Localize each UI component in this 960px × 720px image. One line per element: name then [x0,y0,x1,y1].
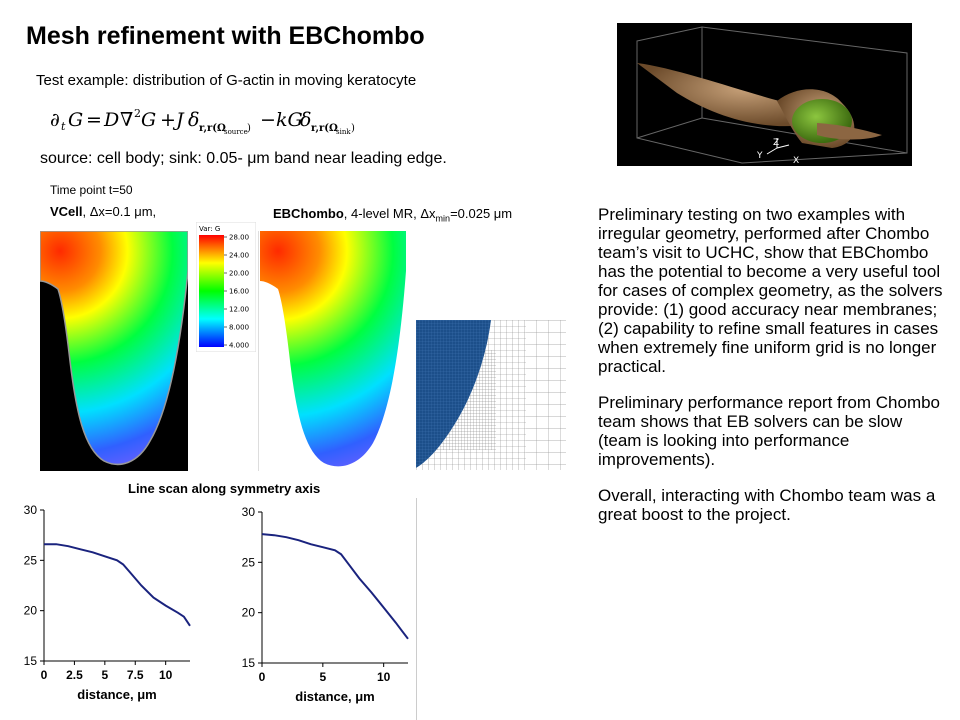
svg-text:δ: δ [188,109,199,131]
divider [416,498,417,720]
summary-paragraph-1: Preliminary testing on two examples with… [598,205,943,376]
svg-text:): ) [351,123,355,134]
colorbar: Var: G 28.00 24.00 20.00 16.00 12.00 8.000 4.0… [195,221,257,353]
series-line [44,543,191,627]
svg-text:G: G [141,109,156,131]
pde-equation: ∂ t G = D ∇ 2 G + J δ r,r(Ω source ) − k… [50,107,355,136]
colorbar-tick-label: 28.00 [229,234,249,242]
svg-text:source: source [224,128,248,136]
svg-text:δ: δ [300,109,311,131]
y-tick-label: 25 [24,553,38,567]
x-tick-label: 2.5 [66,668,83,682]
svg-text:J: J [172,109,185,131]
x-tick-label: 5 [319,670,326,684]
colorbar-tick-label: 20.00 [229,270,249,278]
y-tick-label: 15 [242,656,256,670]
x-tick-label: 0 [259,670,266,684]
svg-text:D: D [103,109,119,131]
x-tick-label: 10 [159,668,173,682]
svg-text:=: = [86,109,102,131]
x-axis-label: distance, μm [295,689,374,704]
time-point-label: Time point t=50 [50,183,133,197]
subtitle: Test example: distribution of G-actin in… [36,72,417,89]
slide-title: Mesh refinement with EBChombo [26,22,425,50]
source-sink-note: source: cell body; sink: 0.05- μm band n… [40,150,447,167]
colorbar-tick-label: 4.000 [229,342,249,350]
svg-text:∂: ∂ [50,109,60,131]
vcell-resolution: , Δx=0.1 μm, [82,204,157,219]
summary-text: Preliminary testing on two examples with… [598,205,948,541]
z-axis-label: Z [773,138,779,148]
colorbar-tick-label: 16.00 [229,288,249,296]
svg-text:+: + [160,109,176,131]
ebchombo-solution-image [258,231,406,471]
svg-text:2: 2 [134,107,141,120]
x-axis-label: X [793,156,799,166]
svg-text:sink: sink [336,128,351,136]
ebchombo-mr: , 4-level MR, Δx [343,206,436,221]
svg-text:r,r(Ω: r,r(Ω [311,123,338,134]
ebchombo-label: EBChombo, 4-level MR, Δxmin=0.025 μm [273,206,512,224]
ebchombo-sub: min [435,213,451,224]
x-tick-label: 0 [41,668,48,682]
x-tick-label: 10 [377,670,391,684]
y-tick-label: 20 [24,604,38,618]
svg-text:t: t [61,120,66,133]
x-axis-label: distance, μm [77,687,156,702]
series-line [261,533,409,640]
colorbar-tick-label: 24.00 [229,252,249,260]
ebchombo-name: EBChombo [273,206,344,221]
y-tick-label: 15 [24,654,38,668]
x-tick-label: 7.5 [127,668,144,682]
summary-paragraph-2: Preliminary performance report from Chom… [598,393,941,469]
y-tick-label: 20 [242,606,256,620]
x-tick-label: 5 [101,668,108,682]
line-scan-title: Line scan along symmetry axis [128,481,321,496]
summary-paragraph-3: Overall, interacting with Chombo team wa… [598,486,936,524]
vcell-solution-image [40,231,188,471]
svg-text:G: G [68,109,83,131]
y-axis-label: Y [756,151,763,161]
y-tick-label: 25 [242,555,256,569]
colorbar-tick-label: 12.00 [229,306,249,314]
y-tick-label: 30 [242,505,256,519]
3d-cell-render: Z Y X [617,23,912,166]
y-tick-label: 30 [24,503,38,517]
colorbar-title: Var: G [199,225,220,233]
ebchombo-resolution: =0.025 μm [450,206,513,221]
mesh-refinement-grid [416,320,566,470]
colorbar-tick-label: 8.000 [229,324,249,332]
vcell-label: VCell, Δx=0.1 μm, [50,204,156,219]
svg-text:kG: kG [276,109,303,131]
svg-text:r,r(Ω: r,r(Ω [199,123,226,134]
svg-text:−: − [260,109,276,131]
vcell-name: VCell [50,204,83,219]
svg-text:∇: ∇ [120,109,133,131]
svg-text:): ) [247,123,251,134]
